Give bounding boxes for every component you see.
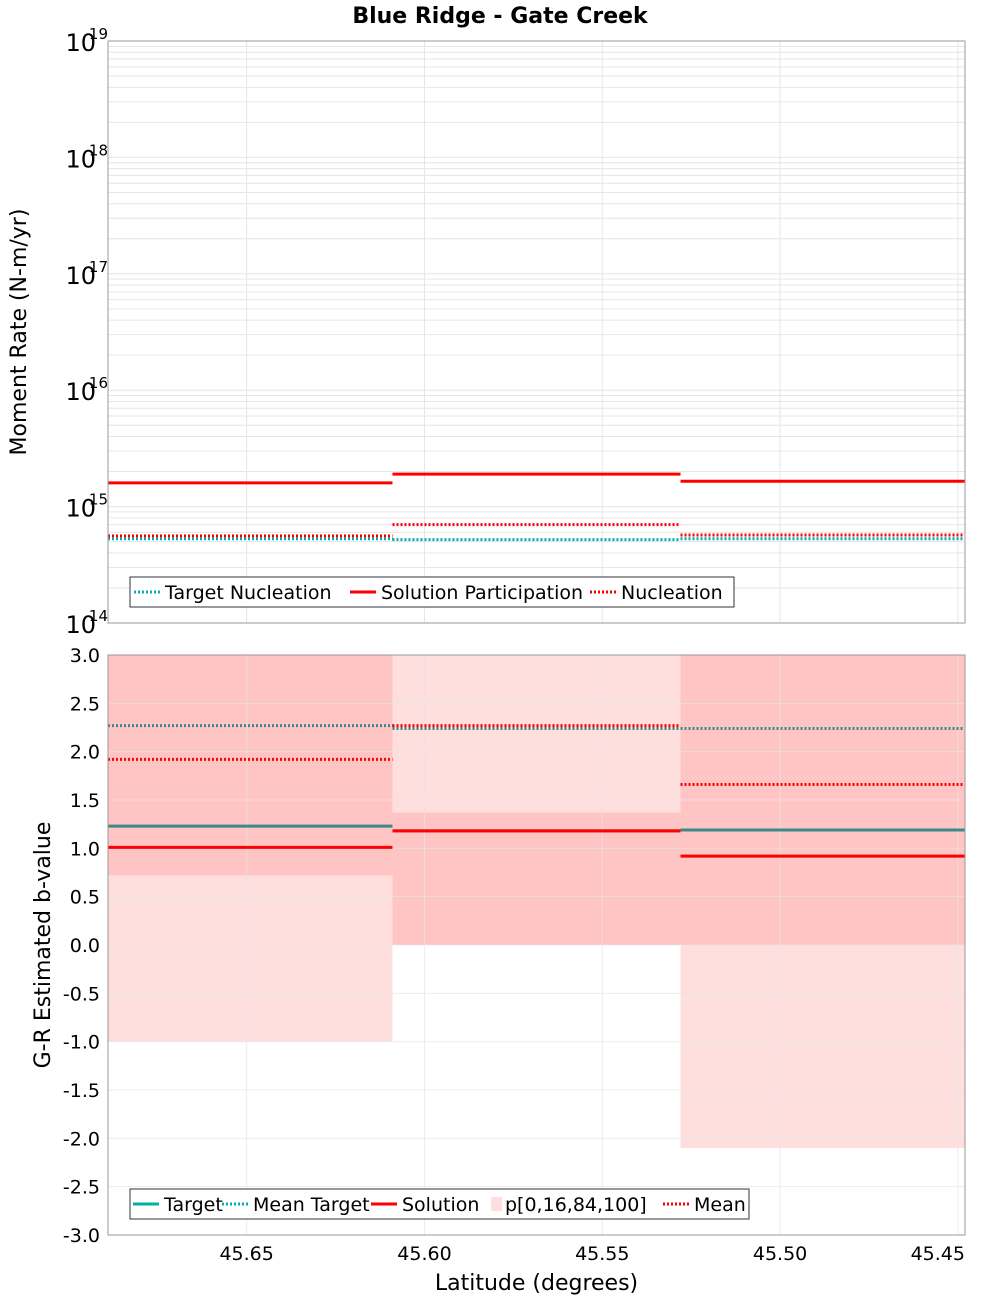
y-tick-label: -1.5 [63,1080,100,1102]
b-value-legend: Target Mean Target Solution p[0,16,84,100] M… [129,1188,750,1220]
y-tick-label: 2.0 [70,742,100,764]
moment-rate-y-label: Moment Rate (N-m/yr) [7,209,32,456]
b-value-y-ticks: 3.0 2.5 2.0 1.5 1.0 0.5 0.0 -0.5 -1.0 -1.5 -2.0 -2.… [63,645,100,1247]
y-tick-label: -3.0 [63,1225,100,1247]
moment-rate-legend: Target Nucleation Solution Participation N… [129,576,735,608]
legend-swatch [491,1197,502,1211]
latitude-x-ticks: 45.65 45.60 45.55 45.50 45.45 [219,1243,965,1265]
legend-label: Mean Target [253,1194,370,1216]
x-tick-label: 45.65 [219,1243,273,1265]
x-tick-label: 45.60 [397,1243,451,1265]
moment-rate-frame [107,40,966,624]
y-tick-label: 10 [65,262,96,290]
y-tick-label: 10 [65,29,96,57]
y-tick-exponent: 17 [89,258,108,276]
y-tick-label: 1.5 [70,790,100,812]
y-tick-exponent: 14 [89,607,108,625]
y-tick-label: 10 [65,611,96,639]
b-value-panel: 3.0 2.5 2.0 1.5 1.0 0.5 0.0 -0.5 -1.0 -1.5 -2.0 -2.… [31,645,966,1296]
moment-rate-grid [108,41,965,624]
y-tick-label: -2.5 [63,1177,100,1199]
y-tick-exponent: 19 [89,25,108,43]
b-value-y-label: G-R Estimated b-value [31,822,56,1069]
legend-label: Mean [694,1194,746,1216]
x-tick-label: 45.55 [575,1243,629,1265]
legend-label: Target [163,1194,223,1216]
y-tick-label: 10 [65,145,96,173]
b-value-grid [108,654,965,1236]
y-tick-label: 1.0 [70,838,100,860]
legend-label: Target Nucleation [164,582,332,604]
y-tick-label: 0.5 [70,887,100,909]
latitude-x-label: Latitude (degrees) [435,1271,638,1296]
percentile-band-inner [108,655,393,876]
legend-label: p[0,16,84,100] [505,1194,647,1216]
b-value-frame [107,654,966,1236]
x-tick-label: 45.45 [911,1243,965,1265]
y-tick-label: -2.0 [63,1128,100,1150]
y-tick-exponent: 18 [89,141,108,159]
legend-label: Nucleation [621,582,723,604]
legend-box [129,576,735,608]
y-tick-label: 3.0 [70,645,100,667]
moment-rate-series [108,472,965,542]
x-tick-label: 45.50 [753,1243,807,1265]
y-tick-exponent: 16 [89,374,108,392]
y-tick-label: 10 [65,495,96,523]
y-tick-exponent: 15 [89,491,108,509]
y-tick-label: 0.0 [70,935,100,957]
chart-title: Blue Ridge - Gate Creek [352,4,649,29]
y-tick-label: -1.0 [63,1032,100,1054]
y-tick-label: 10 [65,378,96,406]
b-value-series [108,724,965,858]
percentile-band-inner [392,812,681,945]
y-tick-label: -0.5 [63,983,100,1005]
legend-label: Solution [402,1194,479,1216]
legend-box [129,1188,750,1220]
legend-label: Solution Participation [381,582,583,604]
y-tick-label: 2.5 [70,693,100,715]
